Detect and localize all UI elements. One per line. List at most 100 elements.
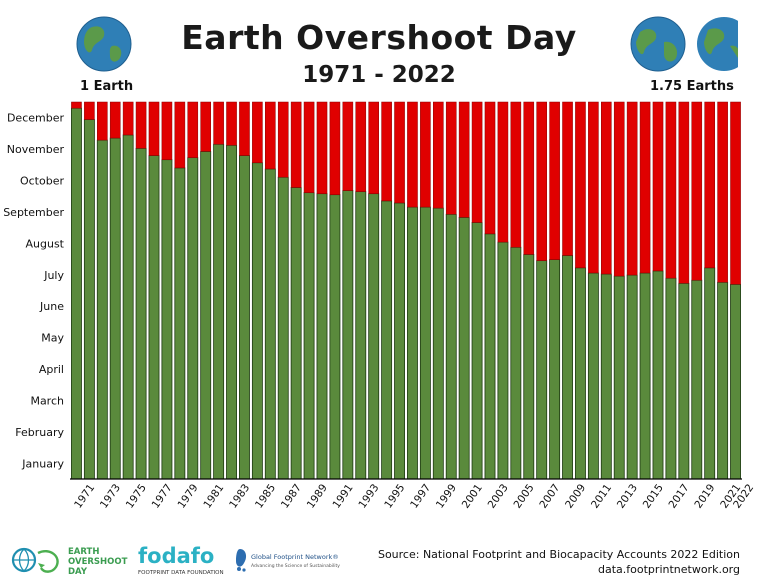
logo2-name: fodafo (138, 544, 214, 568)
y-tick-label: May (41, 332, 64, 345)
partial-earth-globe-icon (697, 17, 738, 71)
bar-red-1980 (187, 101, 199, 158)
x-tick-label: 2019 (692, 482, 717, 511)
bar-red-1977 (148, 101, 160, 156)
footer-logos: EARTH OVERSHOOT DAY fodafo FOOTPRINT DAT… (8, 543, 388, 577)
x-tick-label: 1985 (253, 482, 278, 511)
bar-green-2000 (445, 213, 457, 480)
bar-red-2009 (562, 101, 573, 256)
x-tick-label: 1989 (305, 482, 330, 511)
bar-red-2011 (588, 101, 599, 274)
bar-green-2007 (536, 260, 548, 480)
bar-green-1980 (187, 157, 199, 480)
y-tick-label: November (7, 143, 65, 156)
bar-red-1984 (239, 101, 250, 156)
x-tick-label: 2007 (537, 482, 562, 511)
chart-subtitle: 1971 - 2022 (302, 62, 456, 88)
bar-red-1981 (200, 101, 211, 152)
bar-green-1985 (251, 162, 263, 480)
x-tick-label: 1981 (201, 482, 226, 511)
bar-red-2021 (717, 101, 728, 283)
bar-green-2016 (652, 270, 664, 480)
x-tick-label: 2003 (486, 482, 511, 511)
bar-green-2014 (626, 274, 638, 480)
x-tick-label: 1991 (331, 482, 356, 511)
x-tick-label: 1979 (175, 482, 200, 511)
bar-red-2013 (613, 101, 625, 277)
x-tick-label: 1997 (408, 482, 433, 511)
bar-red-1973 (97, 101, 108, 141)
earth-overshoot-day-logo: EARTH OVERSHOOT DAY (11, 547, 128, 577)
bar-red-1979 (174, 101, 186, 169)
bar-green-1971 (71, 107, 82, 480)
bar-red-2004 (497, 101, 509, 243)
bar-red-2017 (665, 101, 677, 279)
bar-green-1979 (174, 167, 186, 480)
bar-red-1992 (342, 101, 354, 191)
bar-green-1982 (213, 143, 225, 480)
bar-green-1975 (122, 134, 134, 480)
bar-red-2007 (536, 101, 547, 261)
y-tick-label: August (26, 237, 65, 250)
bar-red-1982 (213, 101, 224, 145)
logo1-line3: DAY (68, 567, 88, 577)
x-tick-label: 1971 (72, 482, 97, 511)
y-tick-label: October (20, 175, 64, 188)
bar-green-1999 (432, 207, 444, 480)
bar-red-1983 (226, 101, 237, 146)
logo3-name: Global Footprint Network® (251, 553, 339, 561)
bar-green-1977 (148, 155, 160, 480)
x-tick-label: 1999 (434, 482, 459, 511)
logo1-line2: OVERSHOOT (68, 557, 128, 567)
source-text: Source: National Footprint and Biocapaci… (377, 548, 740, 561)
bar-red-2006 (523, 101, 535, 255)
y-tick-label: April (39, 363, 64, 376)
bar-red-1995 (381, 101, 392, 202)
y-tick-label: July (43, 269, 64, 282)
bar-red-2019 (691, 101, 703, 281)
bar-green-1986 (264, 168, 276, 480)
bar-red-2014 (626, 101, 638, 276)
bar-red-1998 (420, 101, 431, 208)
bar-red-1991 (329, 101, 341, 195)
y-tick-label: December (7, 112, 65, 125)
bar-red-1989 (303, 101, 315, 193)
source-url: data.footprintnetwork.org (598, 563, 740, 576)
bar-red-1975 (122, 101, 134, 136)
x-tick-label: 2001 (460, 482, 485, 511)
x-tick-label: 2013 (615, 482, 640, 511)
bar-green-1984 (239, 155, 250, 480)
bar-red-2022 (730, 101, 741, 285)
bar-red-2002 (471, 101, 483, 223)
bar-red-1994 (368, 101, 379, 194)
bar-green-1996 (394, 202, 405, 480)
bar-red-2000 (445, 101, 457, 215)
bar-green-2022 (730, 283, 741, 480)
x-tick-label: 1995 (382, 482, 407, 511)
earth-globe-icon (76, 16, 132, 72)
bar-green-2005 (510, 246, 522, 480)
logo3-sub: Advancing the Science of Sustainability (251, 563, 340, 569)
x-tick-label: 2015 (641, 482, 666, 511)
bar-red-2005 (510, 101, 522, 248)
bar-green-1983 (226, 144, 237, 480)
bar-green-1991 (329, 194, 341, 480)
one-earth-label: 1 Earth (80, 79, 134, 94)
bar-red-1972 (84, 101, 95, 120)
y-tick-label: September (3, 206, 64, 219)
x-tick-label: 1973 (98, 482, 123, 511)
bar-red-1976 (135, 101, 147, 149)
y-tick-label: June (39, 300, 64, 313)
bar-green-1972 (83, 119, 95, 480)
bar-green-2021 (717, 281, 729, 480)
earth-globe-icon (630, 16, 686, 72)
bar-green-2010 (575, 267, 586, 480)
bar-green-2012 (600, 273, 612, 480)
bar-red-1986 (265, 101, 276, 170)
bar-red-1971 (71, 101, 82, 109)
bar-green-1973 (96, 139, 108, 480)
earths-needed-label: 1.75 Earths (650, 79, 734, 94)
bar-green-1992 (342, 190, 354, 480)
bar-red-2010 (575, 101, 586, 269)
bar-green-1978 (161, 159, 173, 480)
